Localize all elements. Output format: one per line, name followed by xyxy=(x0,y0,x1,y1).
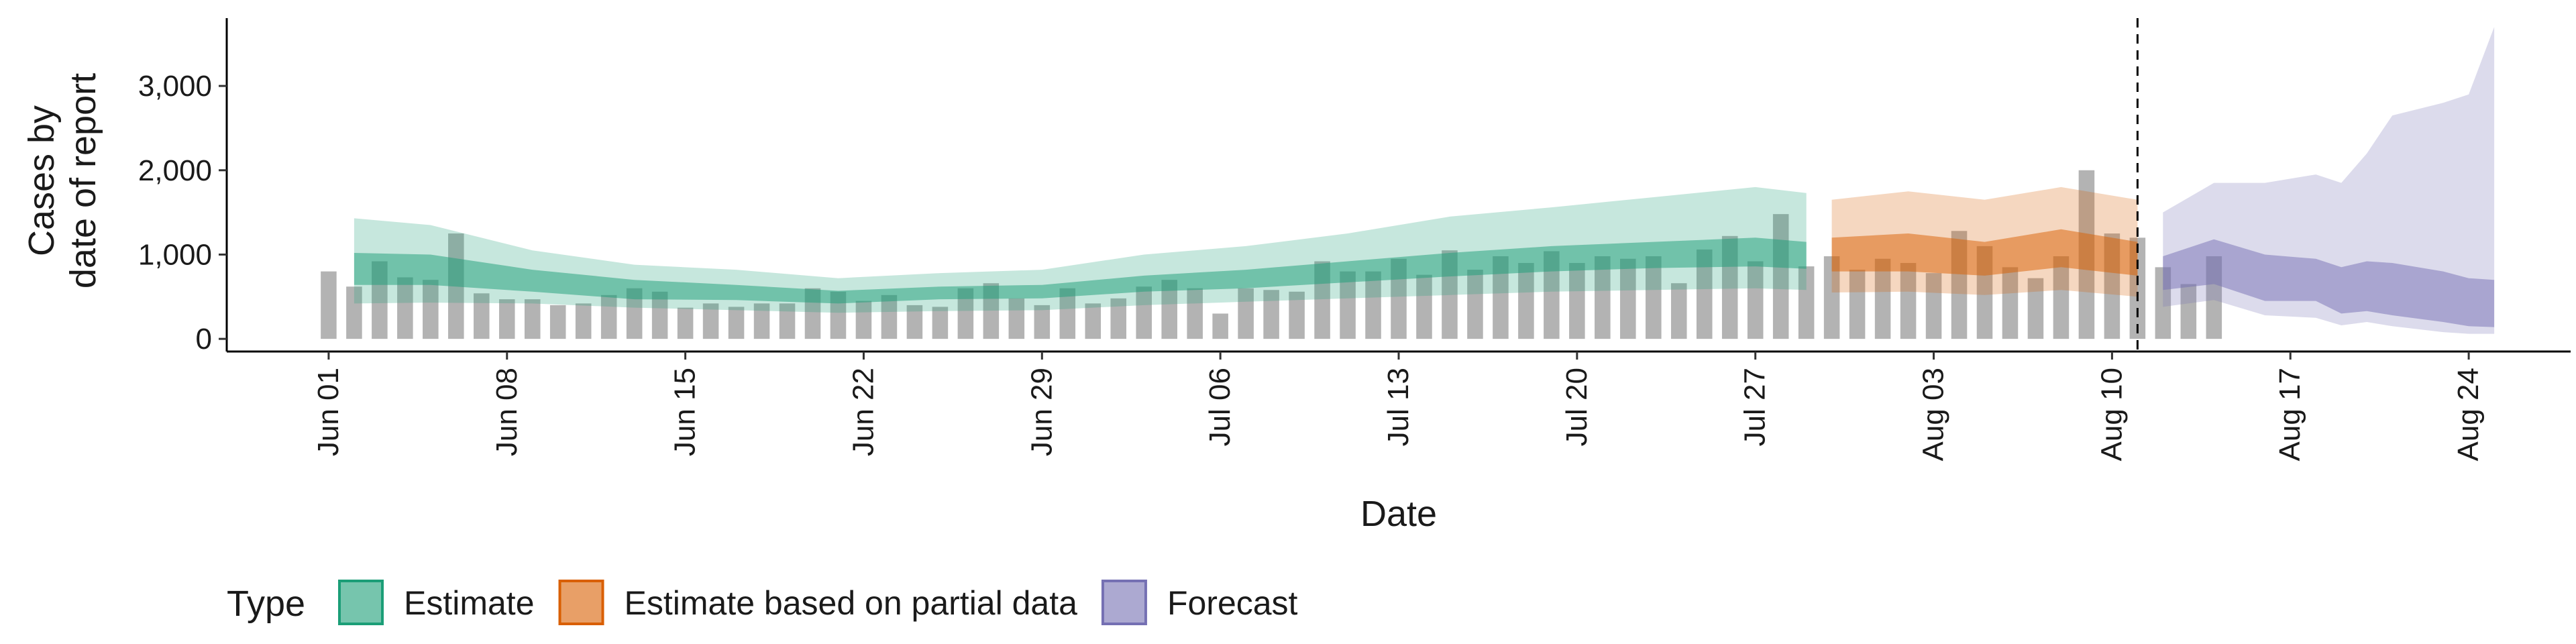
x-tick-label: Jul 13 xyxy=(1382,368,1415,446)
reported-cases-bar xyxy=(321,271,337,339)
reported-cases-bar xyxy=(397,277,413,339)
x-tick-label: Jun 29 xyxy=(1025,368,1058,456)
reported-cases-bar xyxy=(1620,258,1636,339)
estimate-outer-band xyxy=(354,186,1807,313)
legend-label: Estimate xyxy=(404,584,535,622)
reported-cases-bar xyxy=(626,288,643,339)
x-tick-label: Jul 27 xyxy=(1739,368,1772,446)
reported-cases-bar xyxy=(906,305,923,339)
reported-cases-bar xyxy=(651,291,668,339)
x-tick-label: Jun 01 xyxy=(312,368,345,456)
legend: Type Estimate Estimate based on partial da… xyxy=(227,580,1298,625)
x-tick-label: Aug 10 xyxy=(2095,368,2128,461)
reported-cases-bar xyxy=(2053,256,2070,339)
reported-cases-bar xyxy=(2180,284,2197,339)
x-tick-label: Jun 22 xyxy=(847,368,879,456)
x-tick-label: Aug 03 xyxy=(1917,368,1950,461)
reported-cases-bar xyxy=(881,294,898,339)
x-axis-title: Date xyxy=(1360,494,1437,534)
x-tick-label: Jul 06 xyxy=(1203,368,1236,446)
reported-cases-bar xyxy=(1085,303,1102,339)
reported-cases-bar xyxy=(474,293,490,339)
reported-cases-bar xyxy=(1670,283,1687,339)
x-axis-ticks: Jun 01 Jun 08 Jun 15 Jun 22 Jun 29 Jul 06 Jul … xyxy=(312,352,2485,461)
y-tick-label: 3,000 xyxy=(138,70,212,103)
reported-cases-bar xyxy=(779,303,796,339)
legend-swatch xyxy=(1101,580,1147,625)
y-tick-label: 2,000 xyxy=(138,154,212,187)
reported-cases-bar xyxy=(1263,290,1279,339)
reported-cases-bar xyxy=(2027,278,2044,339)
reported-cases-bar xyxy=(957,288,974,339)
reported-cases-bar xyxy=(702,303,719,339)
legend-label: Estimate based on partial data xyxy=(625,584,1078,622)
x-tick-label: Jun 08 xyxy=(490,368,523,456)
y-axis-title: Cases bydate of report xyxy=(21,73,103,288)
reported-cases-bar xyxy=(753,303,770,339)
reported-cases-bar xyxy=(1900,263,1917,339)
reported-cases-bar xyxy=(1849,270,1866,339)
reported-cases-bar xyxy=(932,307,949,339)
reported-cases-bar xyxy=(498,299,515,339)
estimate-partial-inner-band xyxy=(1831,229,2138,276)
legend-swatch xyxy=(338,580,384,625)
reported-cases-bar xyxy=(346,286,362,339)
reported-cases-bar xyxy=(1059,288,1076,339)
y-axis-title-text: Cases bydate of report xyxy=(21,73,103,288)
forecast-inner-band xyxy=(2163,239,2495,327)
reported-cases-bar xyxy=(1646,256,1662,339)
y-tick-label: 1,000 xyxy=(138,238,212,271)
reported-cases-bar xyxy=(1696,249,1713,339)
reported-cases-bar xyxy=(549,305,566,339)
legend-swatch xyxy=(558,580,604,625)
reported-cases-bar xyxy=(1161,280,1177,339)
reported-cases-bar xyxy=(1569,263,1585,339)
reported-cases-bar xyxy=(855,301,872,339)
x-tick-label: Jun 15 xyxy=(669,368,702,456)
reported-cases-bar xyxy=(524,299,541,339)
reported-cases-bar xyxy=(1136,286,1152,339)
reported-cases-bar xyxy=(1823,256,1840,339)
reported-cases-bar xyxy=(1034,305,1051,339)
reported-cases-bar xyxy=(1340,271,1356,339)
reported-cases-bar xyxy=(1747,261,1764,339)
legend-title: Type xyxy=(227,584,305,624)
reported-cases-bar xyxy=(1416,274,1432,339)
reported-cases-bar xyxy=(830,291,847,339)
reported-cases-bar xyxy=(1187,288,1203,339)
reported-cases-bar xyxy=(1798,266,1815,339)
reported-cases-bar xyxy=(1467,270,1483,339)
reported-cases-bars xyxy=(321,170,2222,339)
legend-label: Forecast xyxy=(1167,584,1298,622)
reported-cases-bar xyxy=(1518,263,1534,339)
reported-cases-bar xyxy=(1238,288,1254,339)
x-tick-label: Aug 24 xyxy=(2452,368,2485,461)
x-tick-label: Jul 20 xyxy=(1560,368,1593,446)
reported-cases-bar xyxy=(423,280,439,339)
y-axis-ticks: 0 1,000 2,000 3,000 xyxy=(138,70,227,356)
reported-cases-bar xyxy=(1874,258,1891,339)
reported-cases-bar xyxy=(1008,298,1025,339)
estimate-inner-band xyxy=(354,237,1807,304)
reported-cases-bar xyxy=(728,307,745,339)
y-axis-title-line: date of report xyxy=(63,73,103,288)
reported-cases-bar xyxy=(1493,256,1509,339)
reported-cases-bar xyxy=(1212,313,1228,339)
reported-cases-bar xyxy=(1110,298,1127,339)
reported-cases-bar xyxy=(575,303,592,339)
reported-cases-bar xyxy=(1544,251,1560,339)
reported-cases-bar xyxy=(1925,273,1942,339)
reported-cases-bar xyxy=(1365,271,1381,339)
reported-cases-bar xyxy=(1595,256,1611,339)
reported-cases-bar xyxy=(1289,291,1305,339)
reported-cases-bar xyxy=(677,307,694,339)
reported-cases-bar xyxy=(600,294,617,339)
y-axis-title-line: Cases by xyxy=(21,105,62,256)
y-tick-label: 0 xyxy=(196,323,212,356)
x-tick-label: Aug 17 xyxy=(2273,368,2306,461)
reported-cases-bar xyxy=(2002,267,2019,339)
estimate-ribbons xyxy=(354,27,2495,334)
